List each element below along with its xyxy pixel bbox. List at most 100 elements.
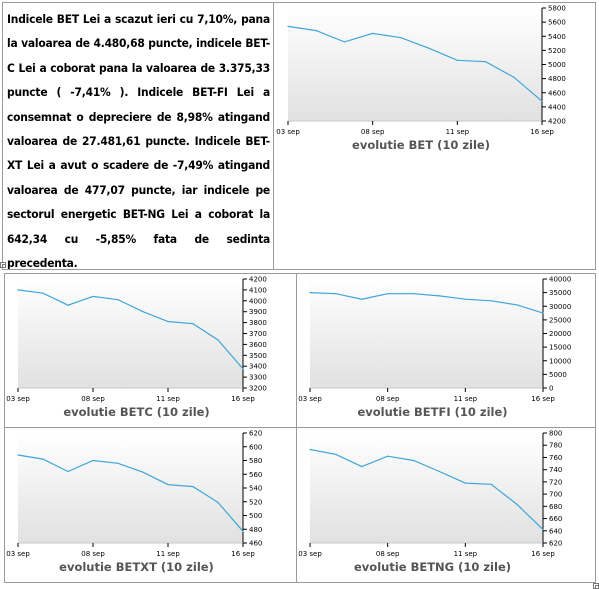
y-tick-label: 4200 bbox=[249, 276, 267, 284]
data-point bbox=[361, 298, 363, 300]
y-tick-label: 520 bbox=[249, 498, 262, 506]
table-resize-handle-icon[interactable] bbox=[593, 583, 599, 589]
x-tick-label: 08 sep bbox=[81, 550, 105, 558]
y-tick-label: 620 bbox=[249, 430, 262, 438]
data-point bbox=[287, 25, 289, 27]
data-point bbox=[217, 339, 219, 341]
y-tick-label: 4400 bbox=[548, 103, 566, 111]
data-point bbox=[387, 293, 389, 295]
chart-betfi: 0 5000 10000 15000 20000 25000 30000 35000 40000… bbox=[298, 275, 595, 426]
data-point bbox=[42, 292, 44, 294]
data-point bbox=[92, 459, 94, 462]
data-point bbox=[484, 61, 487, 63]
chart-svg-betc: 3200 3300 3400 3500 3600 3700 3800 3900 4000 4100… bbox=[6, 276, 267, 420]
data-point bbox=[516, 304, 518, 306]
data-point bbox=[387, 455, 389, 457]
chart-title: evolutie BETXT (10 zile) bbox=[59, 560, 214, 574]
y-tick-label: 640 bbox=[549, 527, 562, 535]
y-tick-label: 740 bbox=[549, 466, 562, 474]
data-point bbox=[372, 32, 374, 35]
grid-divider-vertical bbox=[296, 273, 297, 583]
data-point bbox=[242, 368, 244, 370]
x-tick-label: 03 sep bbox=[6, 550, 30, 558]
series-line bbox=[309, 292, 544, 314]
y-tick-label: 600 bbox=[249, 443, 262, 451]
plot-area bbox=[310, 279, 543, 388]
y-tick-label: 4000 bbox=[249, 297, 267, 305]
plot-area bbox=[310, 433, 543, 543]
data-point bbox=[412, 293, 415, 295]
x-tick-label: 03 sep bbox=[6, 395, 30, 403]
y-tick-label: 10000 bbox=[549, 357, 571, 365]
y-tick-label: 540 bbox=[249, 485, 262, 493]
series-line bbox=[17, 289, 244, 370]
y-tick-label: 760 bbox=[549, 454, 562, 462]
plot-area bbox=[288, 8, 542, 121]
data-point bbox=[490, 300, 492, 302]
x-tick-label: 11 sep bbox=[156, 395, 180, 403]
chart-grid bbox=[4, 273, 596, 583]
y-tick-label: 480 bbox=[249, 526, 262, 534]
y-tick-label: 4800 bbox=[548, 75, 566, 83]
data-point bbox=[42, 458, 44, 460]
y-tick-label: 5600 bbox=[548, 19, 566, 27]
data-point bbox=[142, 471, 144, 473]
chart-title: evolutie BET (10 zile) bbox=[352, 138, 490, 152]
y-tick-label: 3200 bbox=[249, 385, 267, 393]
data-point bbox=[400, 37, 402, 39]
data-point bbox=[542, 312, 544, 314]
chart-betng: 620 640 660 680 700 720 740 760 780 800 03 sep 08 s… bbox=[298, 429, 595, 581]
y-tick-label: 560 bbox=[249, 471, 262, 479]
y-tick-label: 700 bbox=[549, 491, 562, 499]
x-tick-label: 03 sep bbox=[298, 550, 322, 558]
y-tick-label: 0 bbox=[549, 385, 553, 393]
data-point bbox=[309, 448, 311, 451]
x-tick-label: 11 sep bbox=[446, 128, 470, 136]
y-tick-label: 3700 bbox=[249, 330, 267, 338]
y-tick-label: 3300 bbox=[249, 374, 267, 382]
x-tick-label: 03 sep bbox=[298, 395, 322, 403]
x-tick-label: 16 sep bbox=[231, 550, 255, 558]
y-tick-label: 680 bbox=[549, 503, 562, 511]
chart-svg-betxt: 460 480 500 520 540 560 580 600 620 03 sep 08 sep 1… bbox=[6, 430, 262, 575]
chart-bet: 4200 4400 4600 4800 5000 5200 5400 5600 5800 03 s… bbox=[276, 4, 594, 159]
data-point bbox=[438, 470, 441, 473]
x-tick-label: 16 sep bbox=[530, 128, 554, 136]
data-point bbox=[343, 41, 346, 43]
chart-svg-bet: 4200 4400 4600 4800 5000 5200 5400 5600 5800 03 s… bbox=[276, 5, 566, 153]
x-tick-label: 03 sep bbox=[276, 128, 300, 136]
chart-title: evolutie BETFI (10 zile) bbox=[357, 405, 507, 419]
y-tick-label: 4200 bbox=[548, 118, 566, 126]
data-point bbox=[464, 482, 466, 484]
data-point bbox=[464, 298, 466, 300]
x-tick-label: 11 sep bbox=[156, 550, 180, 558]
data-point bbox=[438, 295, 441, 297]
table-move-handle-icon[interactable] bbox=[0, 262, 6, 268]
x-tick-label: 08 sep bbox=[376, 550, 400, 558]
data-point bbox=[541, 100, 543, 102]
chart-betxt: 460 480 500 520 540 560 580 600 620 03 sep 08 sep 1… bbox=[6, 429, 295, 581]
x-tick-label: 08 sep bbox=[376, 395, 400, 403]
y-tick-label: 5800 bbox=[548, 5, 566, 13]
data-point bbox=[167, 483, 169, 486]
plot-area bbox=[18, 433, 243, 543]
x-tick-label: 11 sep bbox=[454, 395, 478, 403]
y-tick-label: 40000 bbox=[549, 276, 571, 284]
series-line bbox=[17, 454, 244, 532]
y-tick-label: 35000 bbox=[549, 289, 571, 297]
chart-svg-betng: 620 640 660 680 700 720 740 760 780 800 03 sep 08 s… bbox=[298, 430, 562, 575]
y-tick-label: 5000 bbox=[548, 61, 566, 69]
data-point bbox=[117, 462, 119, 464]
data-point bbox=[92, 295, 94, 298]
y-tick-label: 660 bbox=[549, 515, 562, 523]
y-tick-label: 3800 bbox=[249, 319, 267, 327]
data-point bbox=[217, 501, 219, 504]
y-tick-label: 3600 bbox=[249, 341, 267, 349]
y-tick-label: 25000 bbox=[549, 316, 571, 324]
y-tick-label: 580 bbox=[249, 457, 262, 465]
x-tick-label: 08 sep bbox=[361, 128, 385, 136]
chart-title: evolutie BETNG (10 zile) bbox=[354, 560, 511, 574]
y-tick-label: 5200 bbox=[548, 47, 566, 55]
x-tick-label: 16 sep bbox=[531, 395, 555, 403]
y-tick-label: 4100 bbox=[249, 286, 267, 294]
